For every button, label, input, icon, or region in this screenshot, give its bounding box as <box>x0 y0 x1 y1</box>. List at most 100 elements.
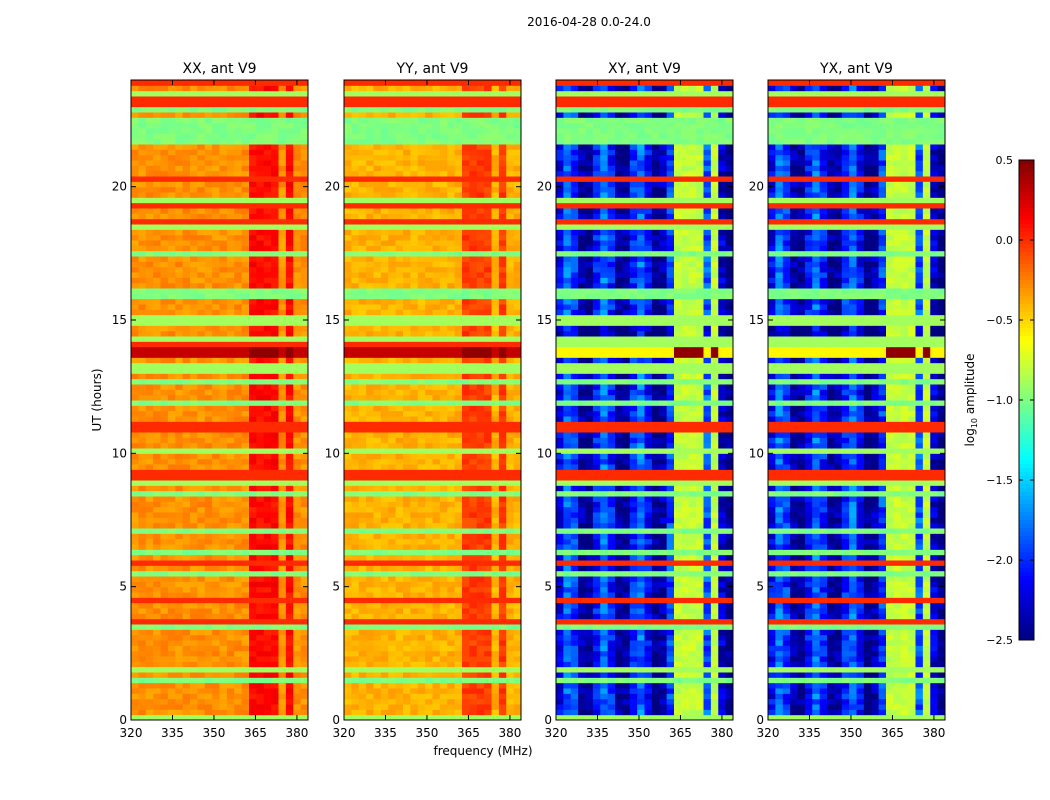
heatmap-cell <box>197 560 206 566</box>
heatmap-cell <box>167 288 176 294</box>
heatmap-cell <box>388 309 397 316</box>
heatmap-cell <box>234 474 243 481</box>
heatmap-cell <box>234 346 243 353</box>
heatmap-cell <box>234 410 243 417</box>
heatmap-cell <box>484 309 492 316</box>
heatmap-cell <box>175 666 184 673</box>
heatmap-cell <box>285 389 294 396</box>
heatmap-cell <box>271 384 279 390</box>
heatmap-cell <box>351 597 360 604</box>
heatmap-cell <box>241 432 250 438</box>
heatmap-cell <box>293 698 302 705</box>
heatmap-cell <box>167 469 176 476</box>
heatmap-cell <box>462 309 470 316</box>
heatmap-cell <box>358 368 367 374</box>
heatmap-cell <box>403 458 411 465</box>
heatmap-cell <box>219 202 228 209</box>
heatmap-cell <box>395 496 404 502</box>
heatmap-cell <box>212 106 220 113</box>
heatmap-cell <box>469 261 478 268</box>
heatmap-cell <box>256 656 265 662</box>
heatmap-cell <box>234 176 243 182</box>
heatmap-cell <box>380 560 389 566</box>
heatmap-cell <box>447 400 456 406</box>
heatmap-cell <box>263 240 272 246</box>
heatmap-cell <box>476 448 485 454</box>
heatmap-cell <box>351 501 360 508</box>
heatmap-cell <box>271 506 279 513</box>
heatmap-cell <box>263 330 272 337</box>
heatmap-cell <box>293 165 302 172</box>
heatmap-cell <box>358 410 367 417</box>
heatmap-cell <box>175 645 184 652</box>
heatmap-cell <box>351 453 360 460</box>
heatmap-cell <box>513 293 522 300</box>
heatmap-cell <box>249 554 257 561</box>
heatmap-cell <box>403 432 411 438</box>
heatmap-cell <box>219 256 228 262</box>
heatmap-cell <box>300 362 309 369</box>
heatmap-cell <box>358 352 367 358</box>
heatmap-cell <box>462 357 470 364</box>
heatmap-cell <box>249 442 257 449</box>
heatmap-cell <box>249 357 257 364</box>
heatmap-cell <box>513 288 522 294</box>
heatmap-cell <box>153 101 161 108</box>
heatmap-cell <box>403 704 411 710</box>
heatmap-cell <box>469 437 478 444</box>
heatmap-cell <box>175 624 184 630</box>
heatmap-cell <box>145 432 154 438</box>
heatmap-cell <box>380 666 389 673</box>
heatmap-cell <box>447 656 456 662</box>
heatmap-cell <box>226 378 235 385</box>
heatmap-cell <box>439 528 448 534</box>
heatmap-cell <box>145 90 154 97</box>
heatmap-cell <box>197 362 206 369</box>
heatmap-cell <box>462 533 470 540</box>
heatmap-cell <box>145 405 154 412</box>
heatmap-cell <box>462 261 470 268</box>
heatmap-cell <box>447 661 456 668</box>
heatmap-cell <box>175 496 184 502</box>
heatmap-cell <box>175 581 184 588</box>
heatmap-cell <box>513 277 522 284</box>
heatmap-cell <box>226 501 235 508</box>
heatmap-cell <box>249 634 257 641</box>
heatmap-cell <box>439 506 448 513</box>
heatmap-cell <box>491 688 500 694</box>
heatmap-cell <box>373 416 382 422</box>
heatmap-cell <box>469 592 478 598</box>
heatmap-cell <box>403 501 411 508</box>
heatmap-cell <box>234 256 243 262</box>
heatmap-cell <box>167 213 176 220</box>
heatmap-cell <box>182 154 191 161</box>
heatmap-cell <box>241 240 250 246</box>
heatmap-cell <box>513 352 522 358</box>
heatmap-cell <box>226 400 235 406</box>
heatmap-cell <box>234 170 243 177</box>
heatmap-cell <box>263 533 272 540</box>
heatmap-cell <box>256 357 265 364</box>
heatmap-cell <box>513 458 522 465</box>
heatmap-cell <box>278 528 287 534</box>
heatmap-cell <box>293 490 302 497</box>
heatmap-cell <box>447 597 456 604</box>
heatmap-cell <box>285 325 294 332</box>
heatmap-cell <box>249 458 257 465</box>
heatmap-cell <box>145 629 154 636</box>
heatmap-cell <box>263 645 272 652</box>
heatmap-cell <box>226 144 235 150</box>
heatmap-cell <box>388 650 397 657</box>
heatmap-cell <box>219 560 228 566</box>
heatmap-cell <box>358 688 367 694</box>
heatmap-cell <box>271 458 279 465</box>
heatmap-cell <box>175 224 184 230</box>
heatmap-cell <box>380 549 389 556</box>
heatmap-cell <box>425 533 433 540</box>
heatmap-cell <box>366 474 374 481</box>
heatmap-cell <box>513 597 522 604</box>
heatmap-cell <box>344 506 352 513</box>
heatmap-cell <box>373 544 382 550</box>
heatmap-cell <box>293 144 302 150</box>
heatmap-cell <box>167 512 176 518</box>
